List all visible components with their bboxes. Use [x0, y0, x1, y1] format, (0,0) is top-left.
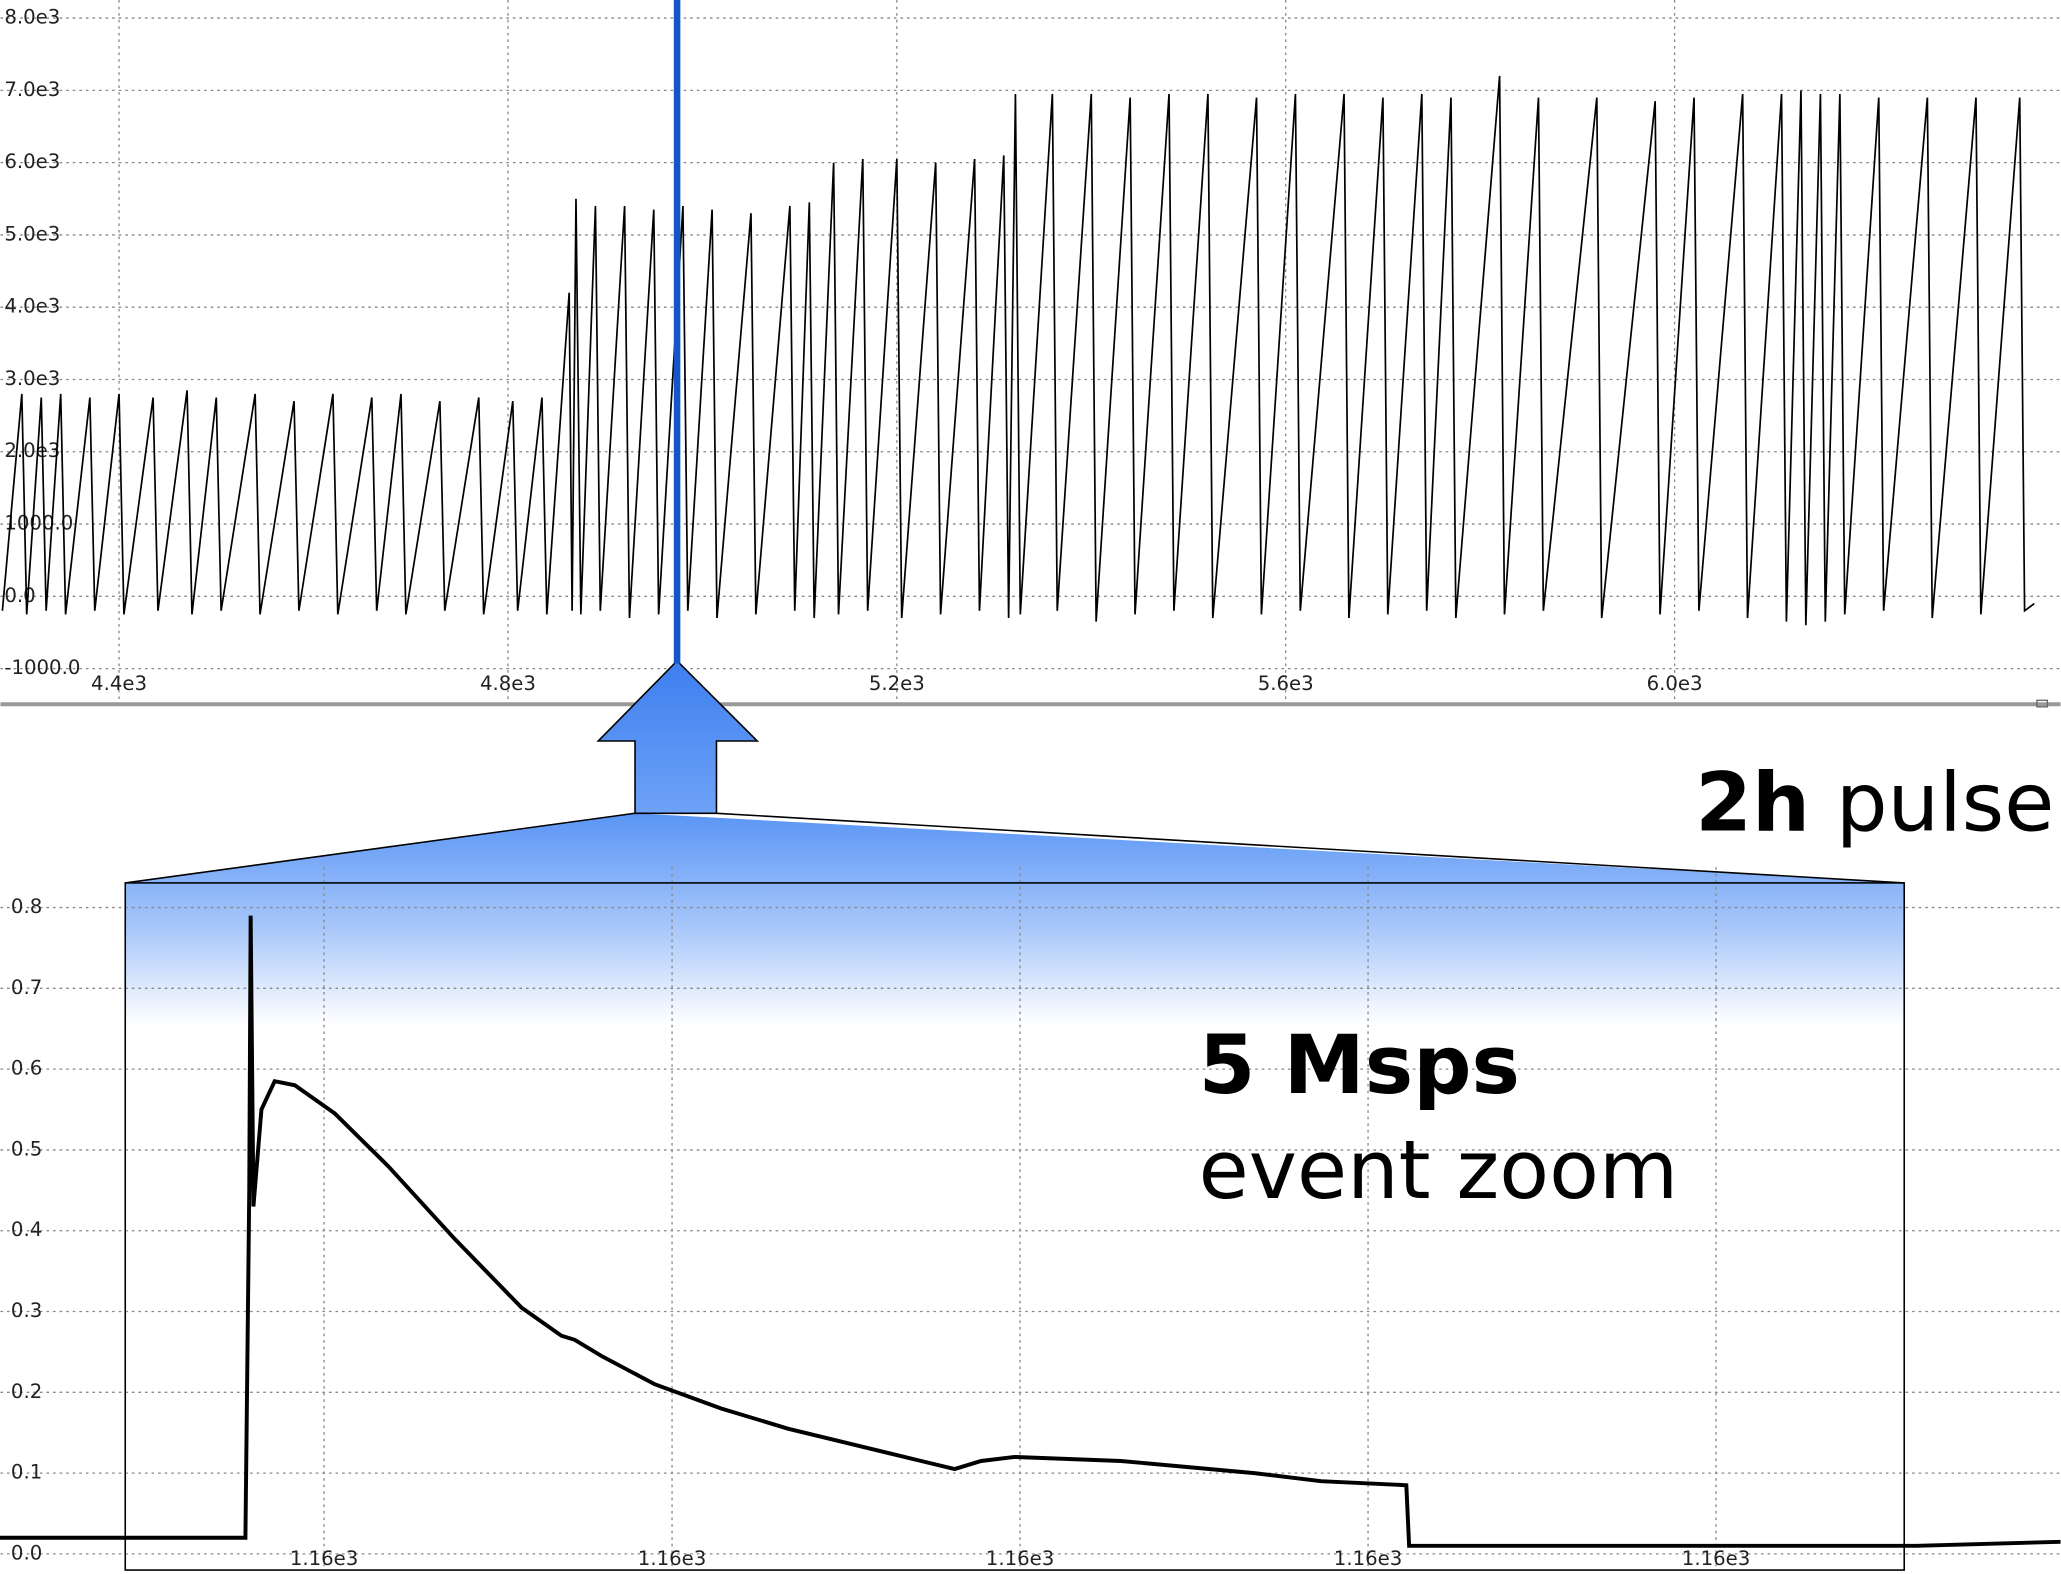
y-tick-label: 0.8 — [11, 895, 42, 918]
y-tick-label: -1000.0 — [4, 656, 80, 679]
x-tick-label: 5.2e3 — [869, 672, 925, 695]
top-annotation: 2h pulse — [1695, 755, 2054, 850]
y-tick-label: 0.2 — [11, 1380, 42, 1403]
y-tick-label: 0.0 — [4, 584, 35, 607]
x-tick-label: 1.16e3 — [1682, 1547, 1750, 1570]
y-tick-label: 0.1 — [11, 1461, 42, 1484]
bottom-annotation-text: event zoom — [1199, 1123, 1679, 1218]
y-tick-label: 0.7 — [11, 976, 42, 999]
x-tick-label: 4.8e3 — [480, 672, 536, 695]
signal-line — [0, 915, 2061, 1548]
zoom-arrow — [596, 659, 760, 815]
y-tick-label: 0.3 — [11, 1299, 42, 1322]
signal-line — [1, 75, 2035, 626]
annotation-text: pulse — [1836, 755, 2054, 850]
annotation-bold: 2h — [1695, 755, 1810, 850]
y-tick-label: 8.0e3 — [4, 6, 60, 29]
y-tick-label: 0.4 — [11, 1218, 42, 1241]
y-tick-label: 5.0e3 — [4, 222, 60, 245]
x-tick-label: 1.16e3 — [986, 1547, 1054, 1570]
x-tick-label: 4.4e3 — [91, 672, 147, 695]
x-tick-label: 1.16e3 — [1334, 1547, 1402, 1570]
resize-handle — [2036, 699, 2049, 708]
top-chart: 8.0e3 7.0e3 6.0e3 5.0e3 4.0e3 3.0e3 2.0e3 1000.… — [0, 0, 2061, 699]
y-tick-label: 0.6 — [11, 1057, 42, 1080]
zoom-frame — [124, 882, 1906, 1571]
zoom-funnel — [125, 813, 1905, 1025]
y-tick-label: 2.0e3 — [4, 439, 60, 462]
x-tick-label: 6.0e3 — [1647, 672, 1703, 695]
y-tick-label: 1000.0 — [4, 512, 73, 535]
y-tick-label: 0.5 — [11, 1137, 42, 1160]
y-tick-label: 0.0 — [11, 1541, 42, 1564]
x-tick-label: 1.16e3 — [638, 1547, 706, 1570]
y-tick-label: 3.0e3 — [4, 367, 60, 390]
y-tick-label: 6.0e3 — [4, 150, 60, 173]
y-tick-label: 4.0e3 — [4, 295, 60, 318]
x-tick-label: 1.16e3 — [290, 1547, 358, 1570]
bottom-chart: 0.0 0.1 0.2 0.3 0.4 0.5 0.6 0.7 0.8 1.16e3 1.16e3 1… — [0, 867, 2061, 1571]
y-tick-label: 7.0e3 — [4, 78, 60, 101]
zoom-funnel-edge — [125, 812, 1905, 884]
x-tick-label: 5.6e3 — [1258, 672, 1314, 695]
bottom-annotation-bold: 5 Msps — [1199, 1018, 1520, 1113]
